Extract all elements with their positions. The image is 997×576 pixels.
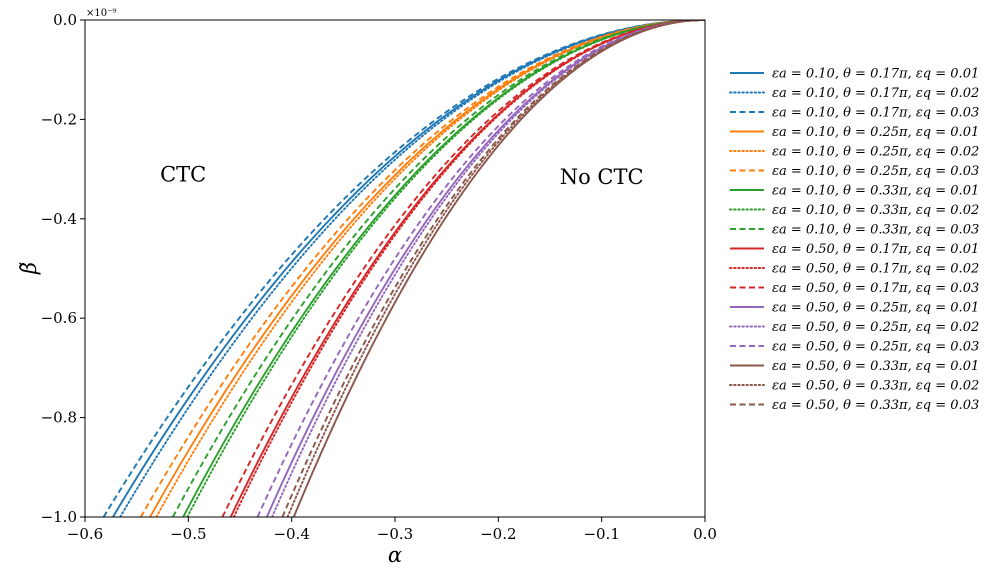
x-tick-label: −0.2 [480, 525, 516, 543]
series-line [221, 20, 705, 517]
y-tick-label: 0.0 [53, 11, 77, 29]
series-line [149, 20, 705, 517]
legend-entry: εa = 0.50, θ = 0.33π, εq = 0.01 [772, 359, 979, 374]
y-tick-label: −0.4 [41, 210, 77, 228]
x-axis-label: α [388, 543, 402, 567]
x-tick-label: −0.5 [170, 525, 206, 543]
x-axis: −0.6 −0.5 −0.4 −0.3 −0.2 −0.1 0.0 [67, 517, 717, 543]
series-layer [102, 20, 705, 517]
legend-entry: εa = 0.10, θ = 0.17π, εq = 0.01 [772, 67, 979, 82]
y-axis: 0.0 −0.2 −0.4 −0.6 −0.8 −1.0 [41, 11, 85, 526]
series-line [102, 20, 705, 517]
legend-entry: εa = 0.10, θ = 0.33π, εq = 0.03 [772, 223, 979, 238]
y-tick-label: −0.2 [41, 110, 77, 128]
y-axis-label: β̃ [17, 262, 41, 275]
legend-entry: εa = 0.10, θ = 0.25π, εq = 0.02 [772, 145, 979, 160]
y-tick-label: −0.6 [41, 309, 77, 327]
series-line [171, 20, 705, 517]
legend-entry: εa = 0.50, θ = 0.17π, εq = 0.02 [772, 262, 979, 277]
no-ctc-region-label: No CTC [560, 165, 644, 189]
legend-entry: εa = 0.10, θ = 0.17π, εq = 0.02 [772, 86, 979, 101]
x-tick-label: −0.4 [273, 525, 309, 543]
legend: εa = 0.10, θ = 0.17π, εq = 0.01 εa = 0.10… [729, 67, 979, 413]
series-line [232, 20, 705, 517]
annotations: CTC No CTC [160, 163, 644, 189]
legend-entry: εa = 0.10, θ = 0.25π, εq = 0.01 [772, 125, 979, 140]
legend-entry: εa = 0.50, θ = 0.33π, εq = 0.02 [772, 379, 979, 394]
x-tick-label: 0.0 [693, 525, 717, 543]
series-line [139, 20, 705, 517]
legend-entry: εa = 0.10, θ = 0.25π, εq = 0.03 [772, 164, 979, 179]
legend-entry: εa = 0.50, θ = 0.25π, εq = 0.02 [772, 320, 979, 335]
x-tick-label: −0.6 [67, 525, 103, 543]
legend-entry: εa = 0.10, θ = 0.33π, εq = 0.02 [772, 203, 979, 218]
series-line [186, 20, 705, 517]
y-tick-label: −1.0 [41, 508, 77, 526]
legend-entry: εa = 0.50, θ = 0.25π, εq = 0.03 [772, 340, 979, 355]
y-scale-label: ×10⁻⁹ [86, 8, 116, 19]
legend-entry: εa = 0.10, θ = 0.33π, εq = 0.01 [772, 184, 979, 199]
x-tick-label: −0.3 [377, 525, 413, 543]
legend-entry: εa = 0.10, θ = 0.17π, εq = 0.03 [772, 106, 979, 121]
legend-entry: εa = 0.50, θ = 0.33π, εq = 0.03 [772, 398, 979, 413]
ctc-region-label: CTC [160, 163, 206, 187]
series-line [281, 20, 705, 517]
x-tick-label: −0.1 [583, 525, 619, 543]
legend-entry: εa = 0.50, θ = 0.17π, εq = 0.03 [772, 281, 979, 296]
legend-entry: εa = 0.50, θ = 0.25π, εq = 0.01 [772, 301, 979, 316]
legend-entry: εa = 0.50, θ = 0.17π, εq = 0.01 [772, 242, 979, 257]
y-tick-label: −0.8 [41, 409, 77, 427]
